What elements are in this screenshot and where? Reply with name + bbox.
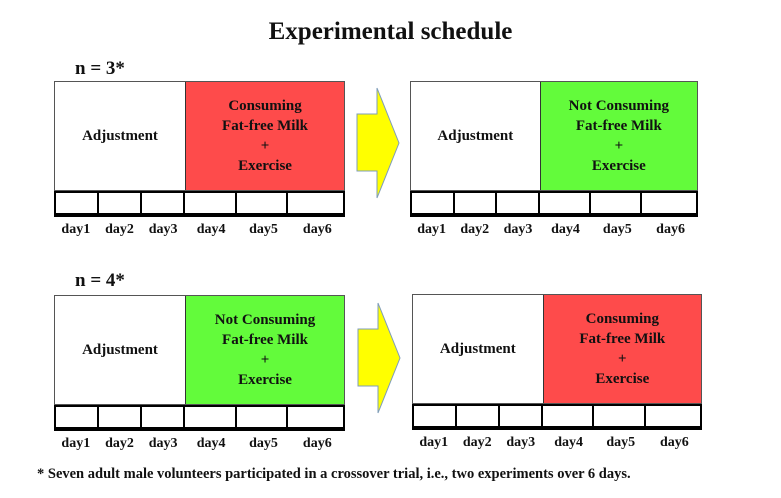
day-label: day1 bbox=[61, 222, 91, 237]
group-2-schedule-1: Adjustment Not Consuming Fat-free Milk +… bbox=[54, 295, 345, 451]
day-cell bbox=[500, 406, 543, 426]
group-1-n-label: n = 3* bbox=[75, 58, 125, 79]
day-label: day5 bbox=[602, 222, 632, 237]
day-label: day6 bbox=[660, 435, 689, 450]
diagram-title: Experimental schedule bbox=[268, 18, 513, 45]
day-label: day4 bbox=[196, 222, 226, 237]
footnote: * Seven adult male volunteers participat… bbox=[37, 466, 631, 482]
group-2-n-label: n = 4* bbox=[75, 270, 125, 291]
day-label: day2 bbox=[105, 436, 134, 451]
treatment-block-not-consuming: Not Consuming Fat-free Milk + Exercise bbox=[186, 296, 344, 404]
day-cell bbox=[99, 407, 143, 427]
day-label: day4 bbox=[554, 435, 583, 450]
group-1-schedule-1: Adjustment Consuming Fat-free Milk + Exe… bbox=[54, 81, 345, 237]
treatment-line: Fat-free Milk bbox=[222, 118, 308, 134]
adjustment-block: Adjustment bbox=[55, 82, 187, 190]
day-label: day3 bbox=[503, 222, 533, 237]
day-cells bbox=[54, 405, 345, 431]
day-label: day2 bbox=[462, 435, 492, 450]
day-label: day2 bbox=[105, 222, 134, 237]
day-cell bbox=[142, 407, 186, 427]
day-label: day3 bbox=[506, 435, 536, 450]
adjustment-block: Adjustment bbox=[55, 296, 187, 404]
right-arrow-icon bbox=[357, 302, 401, 414]
treatment-line: Not Consuming bbox=[568, 98, 670, 114]
treatment-line: + bbox=[614, 138, 624, 154]
treatment-line: Fat-free Milk bbox=[222, 332, 308, 348]
day-cell bbox=[237, 193, 289, 213]
schedule-main: Adjustment Not Consuming Fat-free Milk +… bbox=[54, 295, 345, 405]
day-cell bbox=[543, 406, 595, 426]
schedule-main: Adjustment Consuming Fat-free Milk + Exe… bbox=[54, 81, 345, 191]
day-labels: day1 day2 day3 day4 day5 day6 bbox=[412, 435, 702, 451]
treatment-line: Exercise bbox=[591, 158, 646, 174]
day-label: day1 bbox=[419, 435, 449, 450]
treatment-line: Exercise bbox=[595, 371, 650, 387]
right-arrow-icon bbox=[356, 87, 400, 199]
treatment-block-consuming: Consuming Fat-free Milk + Exercise bbox=[186, 82, 344, 190]
day-cell bbox=[455, 193, 498, 213]
treatment-line: Consuming bbox=[228, 98, 302, 114]
day-cell bbox=[288, 193, 343, 213]
schedule-main: Adjustment Not Consuming Fat-free Milk +… bbox=[410, 81, 698, 191]
day-label: day4 bbox=[551, 222, 580, 237]
treatment-line: Fat-free Milk bbox=[575, 118, 662, 134]
day-label: day6 bbox=[302, 222, 332, 237]
day-labels: day1 day2 day3 day4 day5 day6 bbox=[54, 222, 345, 238]
day-cell bbox=[185, 407, 237, 427]
day-cell bbox=[646, 406, 700, 426]
treatment-block-consuming: Consuming Fat-free Milk + Exercise bbox=[543, 295, 701, 403]
day-cell bbox=[99, 193, 143, 213]
adjustment-block: Adjustment bbox=[411, 82, 541, 190]
day-label: day1 bbox=[417, 222, 446, 237]
day-cell bbox=[288, 407, 343, 427]
day-cell bbox=[457, 406, 500, 426]
day-cell bbox=[185, 193, 237, 213]
day-label: day6 bbox=[656, 222, 685, 237]
day-labels: day1 day2 day3 day4 day5 day6 bbox=[54, 436, 345, 452]
day-label: day1 bbox=[61, 436, 91, 451]
treatment-line: Not Consuming bbox=[214, 312, 316, 328]
day-cell bbox=[642, 193, 696, 213]
day-cell bbox=[56, 193, 100, 213]
treatment-line: Exercise bbox=[238, 158, 292, 174]
day-label: day5 bbox=[249, 222, 278, 237]
day-cell bbox=[594, 406, 646, 426]
day-cell bbox=[412, 193, 455, 213]
day-cell bbox=[497, 193, 540, 213]
treatment-line: Fat-free Milk bbox=[579, 331, 666, 347]
day-cell bbox=[591, 193, 642, 213]
adjustment-block: Adjustment bbox=[413, 295, 544, 403]
day-cells bbox=[412, 404, 702, 430]
group-2-schedule-2: Adjustment Consuming Fat-free Milk + Exe… bbox=[412, 294, 702, 450]
treatment-block-not-consuming: Not Consuming Fat-free Milk + Exercise bbox=[540, 82, 697, 190]
schedule-main: Adjustment Consuming Fat-free Milk + Exe… bbox=[412, 294, 702, 404]
treatment-line: + bbox=[260, 352, 270, 368]
day-label: day5 bbox=[606, 435, 636, 450]
day-cell bbox=[414, 406, 457, 426]
day-label: day2 bbox=[460, 222, 490, 237]
day-cells bbox=[410, 191, 698, 217]
day-label: day5 bbox=[249, 436, 278, 451]
day-labels: day1 day2 day3 day4 day5 day6 bbox=[410, 222, 698, 238]
day-label: day3 bbox=[148, 222, 178, 237]
day-cell bbox=[237, 407, 289, 427]
group-1-schedule-2: Adjustment Not Consuming Fat-free Milk +… bbox=[410, 81, 698, 237]
treatment-line: + bbox=[618, 351, 627, 367]
day-cell bbox=[540, 193, 591, 213]
day-cell bbox=[142, 193, 186, 213]
treatment-line: + bbox=[260, 138, 270, 154]
day-label: day3 bbox=[148, 436, 178, 451]
day-label: day4 bbox=[196, 436, 226, 451]
day-label: day6 bbox=[302, 436, 332, 451]
day-cell bbox=[56, 407, 100, 427]
day-cells bbox=[54, 191, 345, 217]
treatment-line: Consuming bbox=[585, 311, 659, 327]
treatment-line: Exercise bbox=[238, 372, 292, 388]
